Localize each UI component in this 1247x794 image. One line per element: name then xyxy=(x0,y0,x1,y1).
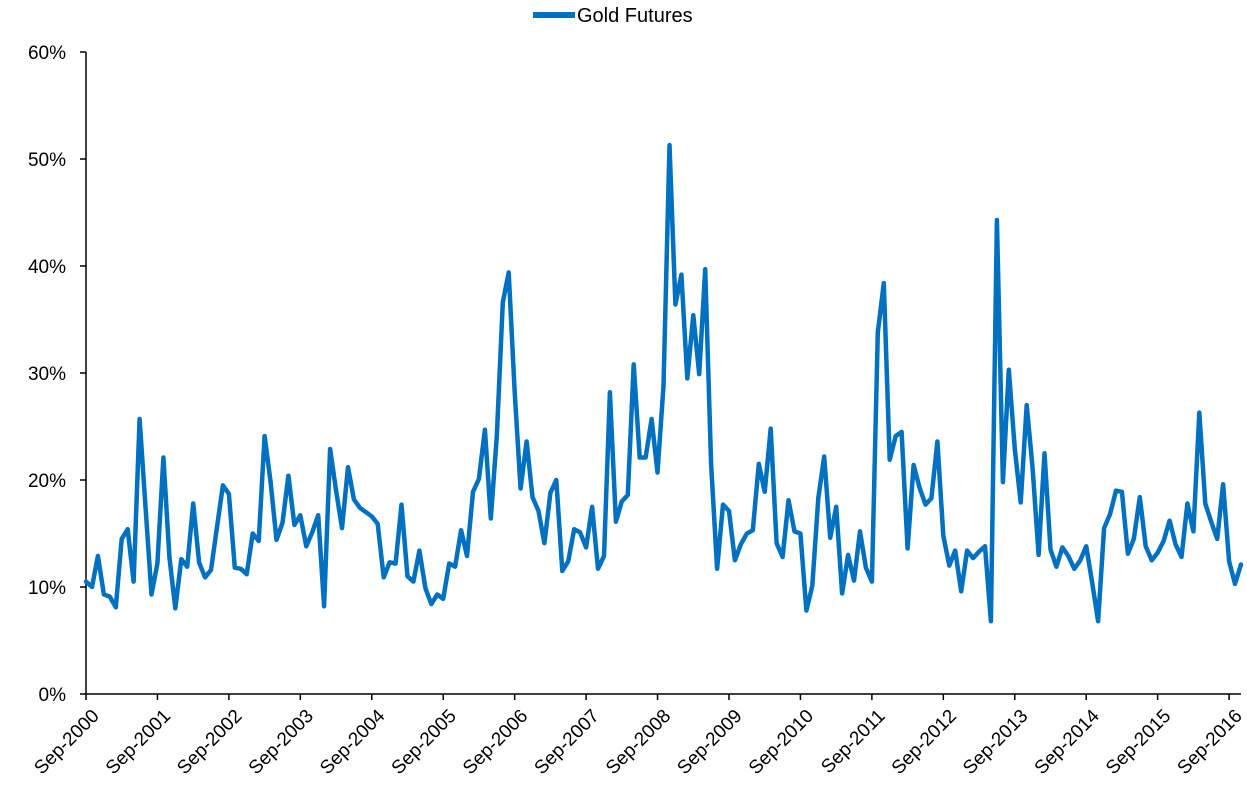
y-tick-label: 30% xyxy=(28,364,66,385)
x-tick-label: Sep-2006 xyxy=(459,706,532,779)
series-line-gold-futures xyxy=(83,142,1244,624)
x-tick-label: Sep-2005 xyxy=(388,706,461,779)
y-tick-label: 10% xyxy=(28,578,66,599)
x-tick-label: Sep-2012 xyxy=(888,706,961,779)
x-tick-label: Sep-2003 xyxy=(245,706,318,779)
x-tick-label: Sep-2010 xyxy=(745,706,818,779)
y-tick-label: 40% xyxy=(28,257,66,278)
y-axis: 0% 10% 20% 30% 40% 50% 60% xyxy=(28,43,87,706)
y-tick-label: 50% xyxy=(28,150,66,171)
x-tick-label: Sep-2015 xyxy=(1102,706,1175,779)
x-tick-label: Sep-2011 xyxy=(817,706,889,778)
y-tick-label: 0% xyxy=(39,685,67,706)
x-tick-label: Sep-2007 xyxy=(531,706,604,779)
x-tick-label: Sep-2013 xyxy=(959,706,1032,779)
legend: Gold Futures xyxy=(533,5,693,27)
x-tick-label: Sep-2016 xyxy=(1174,706,1247,779)
plot-area xyxy=(83,142,1244,624)
x-tick-label: Sep-2002 xyxy=(173,706,246,779)
x-tick-label: Sep-2009 xyxy=(673,706,746,779)
x-axis: Sep-2000Sep-2001Sep-2002Sep-2003Sep-2004… xyxy=(30,693,1247,779)
x-tick-label: Sep-2008 xyxy=(602,706,675,779)
x-tick-label: Sep-2001 xyxy=(102,706,175,779)
x-tick-label: Sep-2004 xyxy=(316,705,389,778)
y-tick-label: 60% xyxy=(28,43,66,64)
legend-label-gold-futures: Gold Futures xyxy=(577,5,693,27)
x-tick-label: Sep-2014 xyxy=(1031,705,1104,778)
y-tick-label: 20% xyxy=(28,471,66,492)
x-tick-label: Sep-2000 xyxy=(30,706,103,779)
